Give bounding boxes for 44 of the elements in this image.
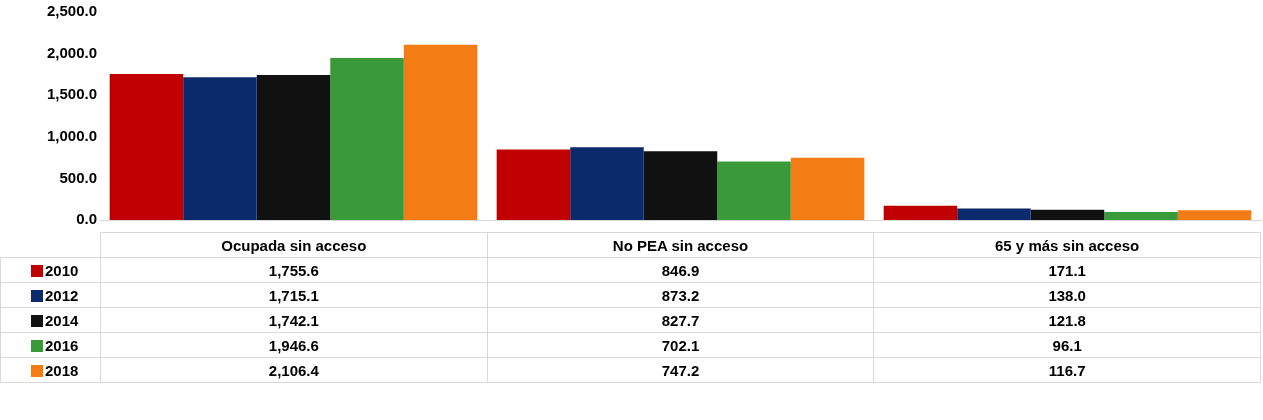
- legend-label: 2010: [0, 257, 101, 283]
- y-tick-label: 0.0: [76, 210, 97, 228]
- legend-label: 2014: [0, 307, 101, 333]
- y-tick-label: 500.0: [59, 168, 97, 186]
- data-label: 747.2: [487, 357, 874, 383]
- data-label: 1,715.1: [100, 282, 488, 308]
- bar: [790, 157, 865, 220]
- bar: [496, 149, 571, 220]
- data-label: 138.0: [873, 282, 1261, 308]
- bar: [957, 208, 1031, 220]
- bar: [883, 205, 958, 220]
- data-label: 116.7: [873, 357, 1261, 383]
- legend-label: 2018: [0, 357, 101, 383]
- bar: [1177, 210, 1252, 220]
- y-tick-label: 2,500.0: [46, 2, 97, 20]
- data-label: 121.8: [873, 307, 1261, 333]
- data-label: 1,946.6: [100, 332, 488, 358]
- data-label: 2,106.4: [100, 357, 488, 383]
- y-tick-label: 2,000.0: [46, 43, 97, 61]
- bar: [403, 44, 478, 220]
- data-label: 171.1: [873, 257, 1261, 283]
- x-tick-label: Ocupada sin acceso: [100, 232, 488, 258]
- data-label: 1,755.6: [100, 257, 488, 283]
- bar: [570, 147, 644, 220]
- x-tick-label: 65 y más sin acceso: [873, 232, 1261, 258]
- bar: [717, 161, 791, 220]
- bar: [643, 151, 718, 220]
- data-label: 96.1: [873, 332, 1261, 358]
- bar: [256, 75, 331, 220]
- data-label: 702.1: [487, 332, 874, 358]
- x-tick-label: No PEA sin acceso: [487, 232, 874, 258]
- bar: [109, 73, 184, 220]
- data-label: 873.2: [487, 282, 874, 308]
- y-tick-label: 1,500.0: [46, 85, 97, 103]
- legend-label: 2012: [0, 282, 101, 308]
- bar: [183, 77, 257, 220]
- data-label: 827.7: [487, 307, 874, 333]
- data-label: 846.9: [487, 257, 874, 283]
- data-label: 1,742.1: [100, 307, 488, 333]
- legend-label: 2016: [0, 332, 101, 358]
- bar: [1104, 212, 1178, 220]
- bar: [330, 58, 404, 220]
- y-tick-label: 1,000.0: [46, 126, 97, 144]
- bar: [1030, 209, 1105, 220]
